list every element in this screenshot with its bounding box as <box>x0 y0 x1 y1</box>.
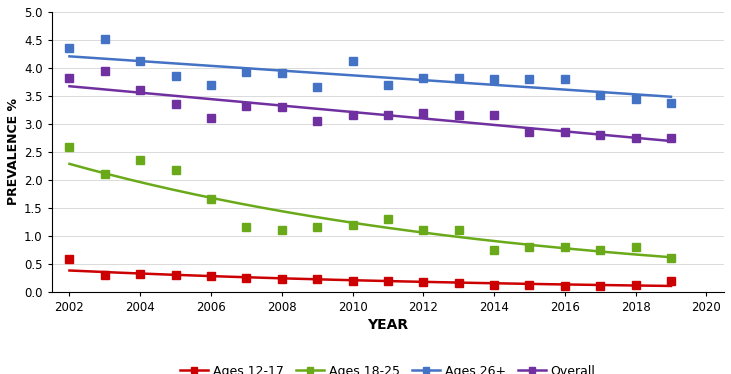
Y-axis label: PREVALENCE %: PREVALENCE % <box>7 98 20 205</box>
Legend: Ages 12-17, Ages 18-25, Ages 26+, Overall: Ages 12-17, Ages 18-25, Ages 26+, Overal… <box>175 359 601 374</box>
X-axis label: YEAR: YEAR <box>368 318 409 332</box>
